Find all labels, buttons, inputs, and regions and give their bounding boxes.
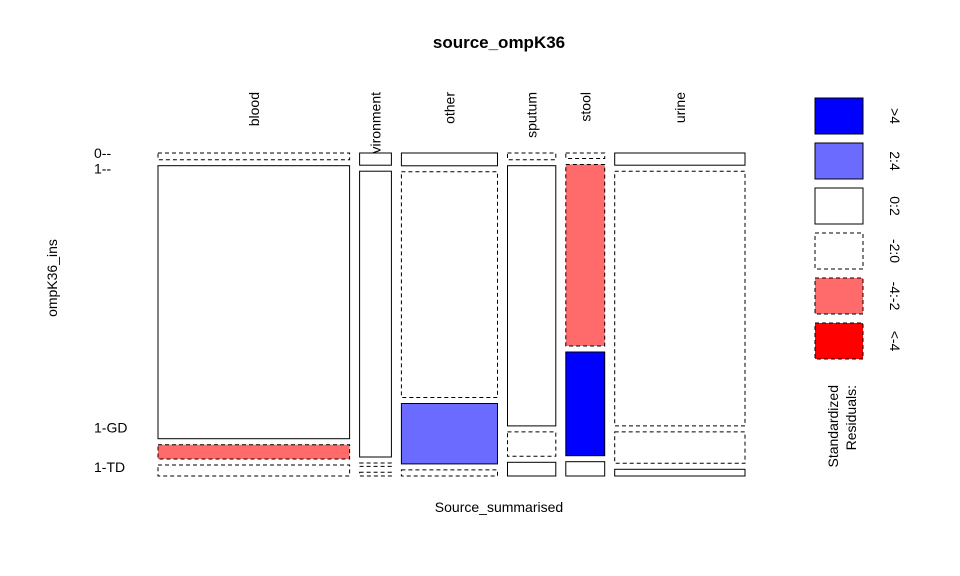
mosaic-cells (157, 152, 746, 477)
mosaic-cell-urine-1 (614, 170, 746, 427)
mosaic-cell-blood-1 (157, 165, 351, 440)
legend-title: Standardized (825, 385, 841, 468)
row-labels: 0--1-- 1-GD 1-TD (94, 145, 127, 475)
legend-label: >4 (887, 108, 903, 124)
mosaic-cell-environment-0 (359, 152, 392, 166)
column-label-other: other (441, 92, 457, 124)
mosaic-cell-sputum-1 (507, 165, 557, 427)
chart-title: source_ompK36 (433, 33, 565, 52)
mosaic-cell-urine-0 (614, 152, 746, 166)
mosaic-cell-other-1-TD (400, 469, 498, 477)
legend-label: 2:4 (887, 151, 903, 171)
legend-swatch (814, 277, 864, 315)
mosaic-cell-sputum-1-TD (507, 461, 557, 477)
row-label-1-GD: 1-GD (94, 419, 127, 435)
mosaic-cell-environment-1 (359, 170, 392, 458)
mosaic-cell-sputum-1-GD (507, 431, 557, 457)
row-label-1: 1-- (94, 160, 111, 176)
legend-swatch (814, 187, 864, 225)
column-labels: blood vironment other sputum stool urine (246, 92, 688, 154)
legend-label: 0:2 (887, 196, 903, 216)
legend-swatch (814, 322, 864, 360)
row-label-0: 0-- (94, 145, 111, 161)
y-axis-label: ompK36_ins (44, 239, 60, 317)
legend: >4 2:4 0:2 -2:0 -4:-2 <-4 Standardized Residual… (814, 97, 903, 468)
mosaic-cell-other-1 (400, 171, 498, 398)
mosaic-cell-other-0 (400, 152, 498, 167)
mosaic-cell-sputum-0 (507, 152, 557, 161)
mosaic-cell-stool-1 (565, 164, 606, 347)
mosaic-cell-stool-1-TD (565, 461, 606, 477)
column-label-blood: blood (246, 92, 262, 126)
legend-label: -4:-2 (887, 282, 903, 311)
column-label-stool: stool (577, 92, 593, 122)
legend-label: <-4 (887, 331, 903, 352)
mosaic-cell-blood-1-TD (157, 464, 351, 477)
mosaic-cell-urine-1-GD (614, 431, 746, 464)
mosaic-cell-urine-1-TD (614, 468, 746, 477)
column-label-sputum: sputum (524, 92, 540, 138)
mosaic-cell-environment-1-GD (359, 462, 392, 467)
mosaic-cell-environment-1-TD (359, 471, 392, 477)
legend-label: -2:0 (887, 239, 903, 263)
mosaic-cell-other-1-GD (400, 403, 498, 465)
legend-swatch (814, 97, 864, 135)
mosaic-cell-blood-1-GD (157, 444, 351, 460)
column-label-urine: urine (672, 92, 688, 123)
x-axis-label: Source_summarised (435, 499, 563, 515)
mosaic-cell-stool-1-GD (565, 351, 606, 457)
column-label-environment: vironment (367, 92, 383, 154)
legend-title: Residuals: (843, 385, 859, 450)
row-label-1-TD: 1-TD (94, 459, 125, 475)
mosaic-cell-stool-0 (565, 152, 606, 159)
legend-swatch (814, 142, 864, 180)
mosaic-cell-blood-0 (157, 152, 351, 161)
legend-swatch (814, 232, 864, 270)
